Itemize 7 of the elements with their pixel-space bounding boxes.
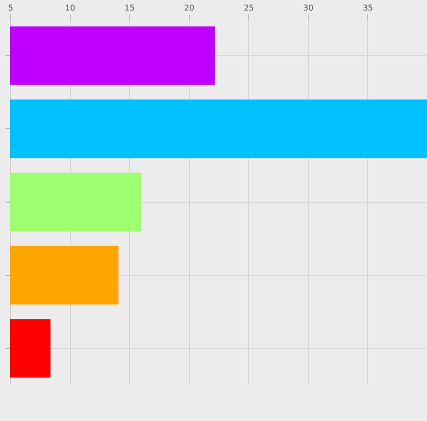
x-tick-label: 15 <box>124 4 135 12</box>
x-tick-label: 30 <box>303 4 314 12</box>
x-tick-label: 25 <box>244 4 254 12</box>
x-tick-label: 20 <box>184 4 194 12</box>
x-tick-label: 35 <box>362 4 374 12</box>
x-tick-label: 10 <box>64 4 76 12</box>
x-tick-label: 5 <box>8 4 14 12</box>
